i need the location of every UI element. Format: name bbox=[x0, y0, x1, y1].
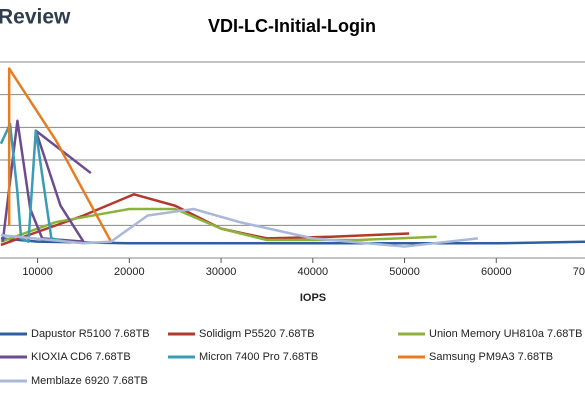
series-line bbox=[0, 207, 479, 248]
series-line bbox=[0, 122, 66, 243]
chart-title: VDI-LC-Initial-Login bbox=[208, 16, 376, 36]
series-line bbox=[0, 237, 585, 245]
x-tick-label: 10000 bbox=[22, 266, 53, 278]
x-tick-label: 20000 bbox=[114, 266, 145, 278]
legend-label: Solidigm P5520 7.68TB bbox=[199, 328, 315, 340]
legend-label: KIOXIA CD6 7.68TB bbox=[31, 351, 131, 363]
logo: Review bbox=[0, 6, 71, 29]
legend-label: Samsung PM9A3 7.68TB bbox=[429, 351, 553, 363]
legend-label: Union Memory UH810a 7.68TB bbox=[429, 328, 582, 340]
series-line bbox=[0, 193, 410, 247]
x-tick-label: 30000 bbox=[206, 266, 237, 278]
legend-label: Micron 7400 Pro 7.68TB bbox=[199, 351, 318, 363]
x-tick-label: 70000 bbox=[573, 266, 585, 278]
x-axis-label: IOPS bbox=[300, 292, 326, 304]
x-tick-label: 40000 bbox=[298, 266, 329, 278]
legend-label: Dapustor R5100 7.68TB bbox=[31, 328, 150, 340]
x-tick-label: 50000 bbox=[389, 266, 420, 278]
x-tick-label: 60000 bbox=[481, 266, 512, 278]
legend-label: Memblaze 6920 7.68TB bbox=[31, 375, 148, 387]
series-line bbox=[7, 67, 113, 243]
